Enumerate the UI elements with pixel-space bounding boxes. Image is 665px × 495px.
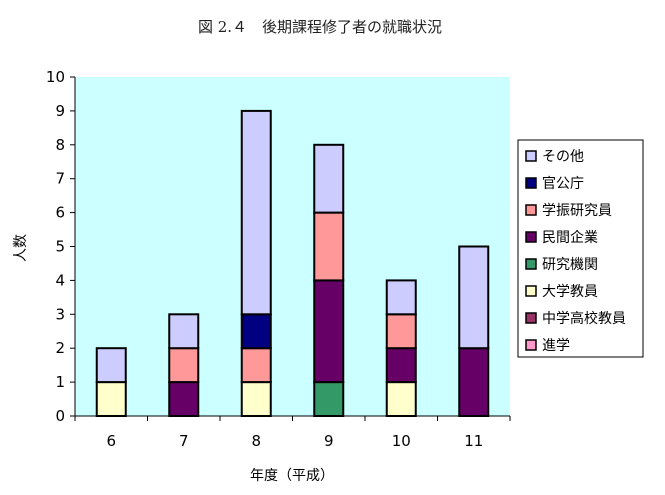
bar-segment xyxy=(313,279,345,384)
bar-segment xyxy=(240,313,272,350)
x-tick-label: 11 xyxy=(464,432,483,450)
legend-label: 大学教員 xyxy=(542,284,598,300)
bar-segment xyxy=(240,347,272,384)
bar-segment xyxy=(385,279,417,316)
y-tick-label: 1 xyxy=(55,373,65,391)
bar-segment xyxy=(313,381,345,418)
x-tick-label: 6 xyxy=(106,432,116,450)
legend-swatch xyxy=(525,231,537,243)
legend-label: 研究機関 xyxy=(542,257,598,273)
y-axis-label: 人数 xyxy=(13,234,29,262)
y-tick-label: 5 xyxy=(55,238,65,256)
bar-segment xyxy=(240,109,272,316)
y-tick-label: 7 xyxy=(55,170,65,188)
bar-segment xyxy=(458,347,490,418)
y-tick-label: 9 xyxy=(55,102,65,120)
legend-swatch xyxy=(525,339,537,351)
y-tick-label: 10 xyxy=(46,68,65,86)
y-ticks: 0 1 2 3 4 5 6 7 8 9 10 xyxy=(46,68,75,425)
x-tick-label: 9 xyxy=(324,432,334,450)
legend-swatch xyxy=(525,204,537,216)
bar-segment xyxy=(458,245,490,350)
y-tick-label: 2 xyxy=(55,339,65,357)
legend-label: 学振研究員 xyxy=(542,203,612,219)
bar-segment xyxy=(95,347,127,384)
x-tick-label: 10 xyxy=(392,432,411,450)
legend-swatch xyxy=(525,150,537,162)
bar-segment xyxy=(385,313,417,350)
y-tick-label: 8 xyxy=(55,136,65,154)
plot-area xyxy=(75,77,510,416)
x-ticks: 6 7 8 9 10 11 xyxy=(74,416,511,450)
legend-box xyxy=(517,139,644,358)
y-tick-label: 4 xyxy=(55,271,65,289)
legend-swatch xyxy=(525,177,537,189)
y-tick-label: 3 xyxy=(55,305,65,323)
bar-segment xyxy=(385,347,417,384)
legend-swatch xyxy=(525,312,537,324)
bar-segment xyxy=(168,347,200,384)
bar-segment xyxy=(95,381,127,418)
bar-segment xyxy=(385,381,417,418)
bars xyxy=(95,109,490,418)
x-tick-label: 7 xyxy=(179,432,189,450)
legend-label: 進学 xyxy=(542,338,570,354)
x-axis-label: 年度（平成） xyxy=(250,468,334,484)
legend-label: その他 xyxy=(542,149,584,165)
bar-segment xyxy=(313,211,345,282)
legend-swatch xyxy=(525,285,537,297)
bar-segment xyxy=(313,143,345,214)
legend-label: 民間企業 xyxy=(542,229,598,246)
legend-swatch xyxy=(525,258,537,270)
x-tick-label: 8 xyxy=(251,432,261,450)
chart-title: 図 2.４ 後期課程修了者の就職状況 xyxy=(198,18,442,36)
legend-label: 官公庁 xyxy=(542,176,584,192)
y-tick-label: 0 xyxy=(55,407,65,425)
bar-segment xyxy=(240,381,272,418)
y-tick-label: 6 xyxy=(55,204,65,222)
bar-segment xyxy=(168,313,200,350)
bar-segment xyxy=(168,381,200,418)
legend-label: 中学高校教員 xyxy=(542,310,626,327)
